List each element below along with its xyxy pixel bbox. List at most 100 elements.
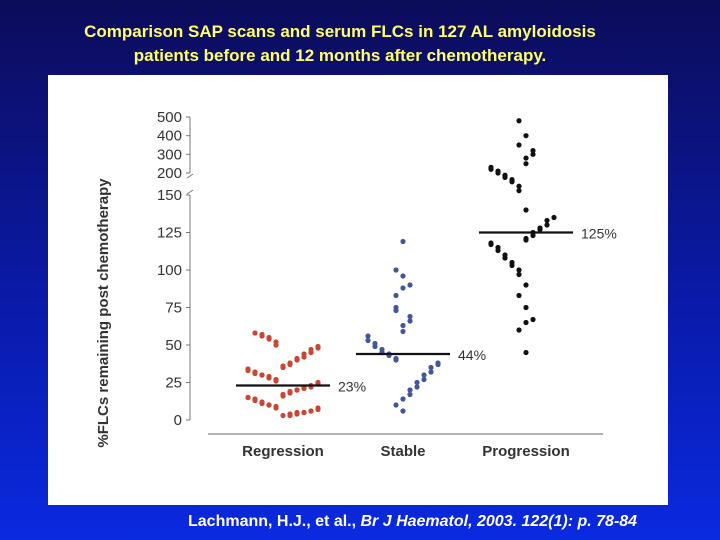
data-point <box>502 252 508 258</box>
data-point <box>273 339 279 345</box>
data-point <box>435 360 441 366</box>
y-tick-label: 300 <box>157 146 182 163</box>
data-point <box>273 376 279 383</box>
data-point <box>365 333 371 339</box>
citation-journal: Br J Haematol, 2003. 122(1): p. 78-84 <box>360 513 638 530</box>
y-tick-label: 500 <box>157 109 182 126</box>
data-point <box>393 267 399 273</box>
data-point <box>502 172 508 178</box>
data-point <box>294 355 300 362</box>
data-point <box>245 366 251 372</box>
title-line-1: Comparison SAP scans and serum FLCs in 1… <box>84 22 596 41</box>
y-tick-label: 75 <box>165 300 182 317</box>
data-point <box>523 155 529 161</box>
data-point <box>308 408 314 414</box>
data-point <box>523 161 529 167</box>
x-category-label: Regression <box>242 443 324 460</box>
data-point <box>495 244 501 251</box>
y-tick-label: 125 <box>157 225 182 242</box>
data-point <box>516 267 522 273</box>
data-point <box>287 360 293 366</box>
data-point <box>407 391 413 398</box>
data-point <box>516 327 522 333</box>
data-point <box>393 402 399 408</box>
data-point <box>516 188 522 194</box>
data-point <box>495 168 501 174</box>
x-category-label: Stable <box>380 443 425 460</box>
data-point <box>516 183 522 189</box>
x-category-label: Progression <box>482 443 570 460</box>
data-point <box>372 340 378 347</box>
data-point <box>516 271 522 278</box>
data-point <box>523 349 529 356</box>
axis-break-mark <box>186 189 194 195</box>
data-point <box>280 412 286 419</box>
data-point <box>301 409 307 416</box>
y-tick-label: 200 <box>157 165 182 182</box>
data-point <box>523 282 529 288</box>
y-tick-label: 100 <box>157 262 182 279</box>
data-point <box>301 351 307 357</box>
axis-break-mark <box>186 173 194 179</box>
data-point <box>365 337 371 344</box>
data-point <box>523 207 529 213</box>
data-point <box>252 369 258 375</box>
data-point <box>259 372 265 378</box>
median-label: 44% <box>458 347 486 363</box>
data-point <box>259 331 265 338</box>
y-tick-label: 50 <box>165 337 182 354</box>
data-point <box>400 238 406 245</box>
data-point <box>315 379 321 386</box>
data-point <box>315 405 321 411</box>
data-point <box>414 379 420 386</box>
data-point <box>407 318 413 324</box>
data-point <box>245 394 251 401</box>
data-point <box>400 328 406 335</box>
median-label: 125% <box>581 226 617 242</box>
data-point <box>516 142 522 148</box>
data-point <box>428 364 434 371</box>
data-point <box>400 273 406 279</box>
data-point <box>523 235 529 242</box>
data-point <box>280 363 286 369</box>
data-point <box>544 222 550 228</box>
y-tick-label: 0 <box>174 412 182 429</box>
data-point <box>509 259 515 266</box>
data-point <box>252 396 258 402</box>
data-point <box>407 387 413 393</box>
slide-title: Comparison SAP scans and serum FLCs in 1… <box>20 20 660 68</box>
data-point <box>530 151 536 157</box>
data-point <box>421 376 427 383</box>
data-point <box>537 225 543 231</box>
data-point <box>294 409 300 416</box>
data-point <box>400 396 406 402</box>
data-point <box>523 304 529 311</box>
data-point <box>315 343 321 350</box>
data-point <box>266 373 272 380</box>
data-point <box>516 292 522 299</box>
data-point <box>393 355 399 362</box>
data-point <box>523 133 529 139</box>
data-point <box>393 304 399 311</box>
data-point <box>414 384 420 390</box>
chart-panel: 0 25 50 75 100 125 150 200 300 400 500 %FLCs remain… <box>48 75 668 505</box>
data-point <box>544 217 550 224</box>
data-point <box>530 316 536 323</box>
data-point <box>273 403 279 410</box>
data-point <box>421 372 427 378</box>
data-point <box>280 391 286 398</box>
data-point <box>488 240 494 246</box>
data-point <box>266 334 272 341</box>
y-axis-label: %FLCs remaining post chemotherapy <box>95 178 112 448</box>
y-tick-label: 150 <box>157 187 182 204</box>
data-point <box>428 369 434 375</box>
data-point <box>393 292 399 299</box>
data-point <box>516 118 522 124</box>
citation-authors: Lachmann, H.J., et al., <box>188 513 361 530</box>
data-point <box>379 346 385 353</box>
data-point <box>287 411 293 417</box>
data-point <box>400 408 406 414</box>
data-point <box>266 402 272 408</box>
data-point <box>488 164 494 170</box>
